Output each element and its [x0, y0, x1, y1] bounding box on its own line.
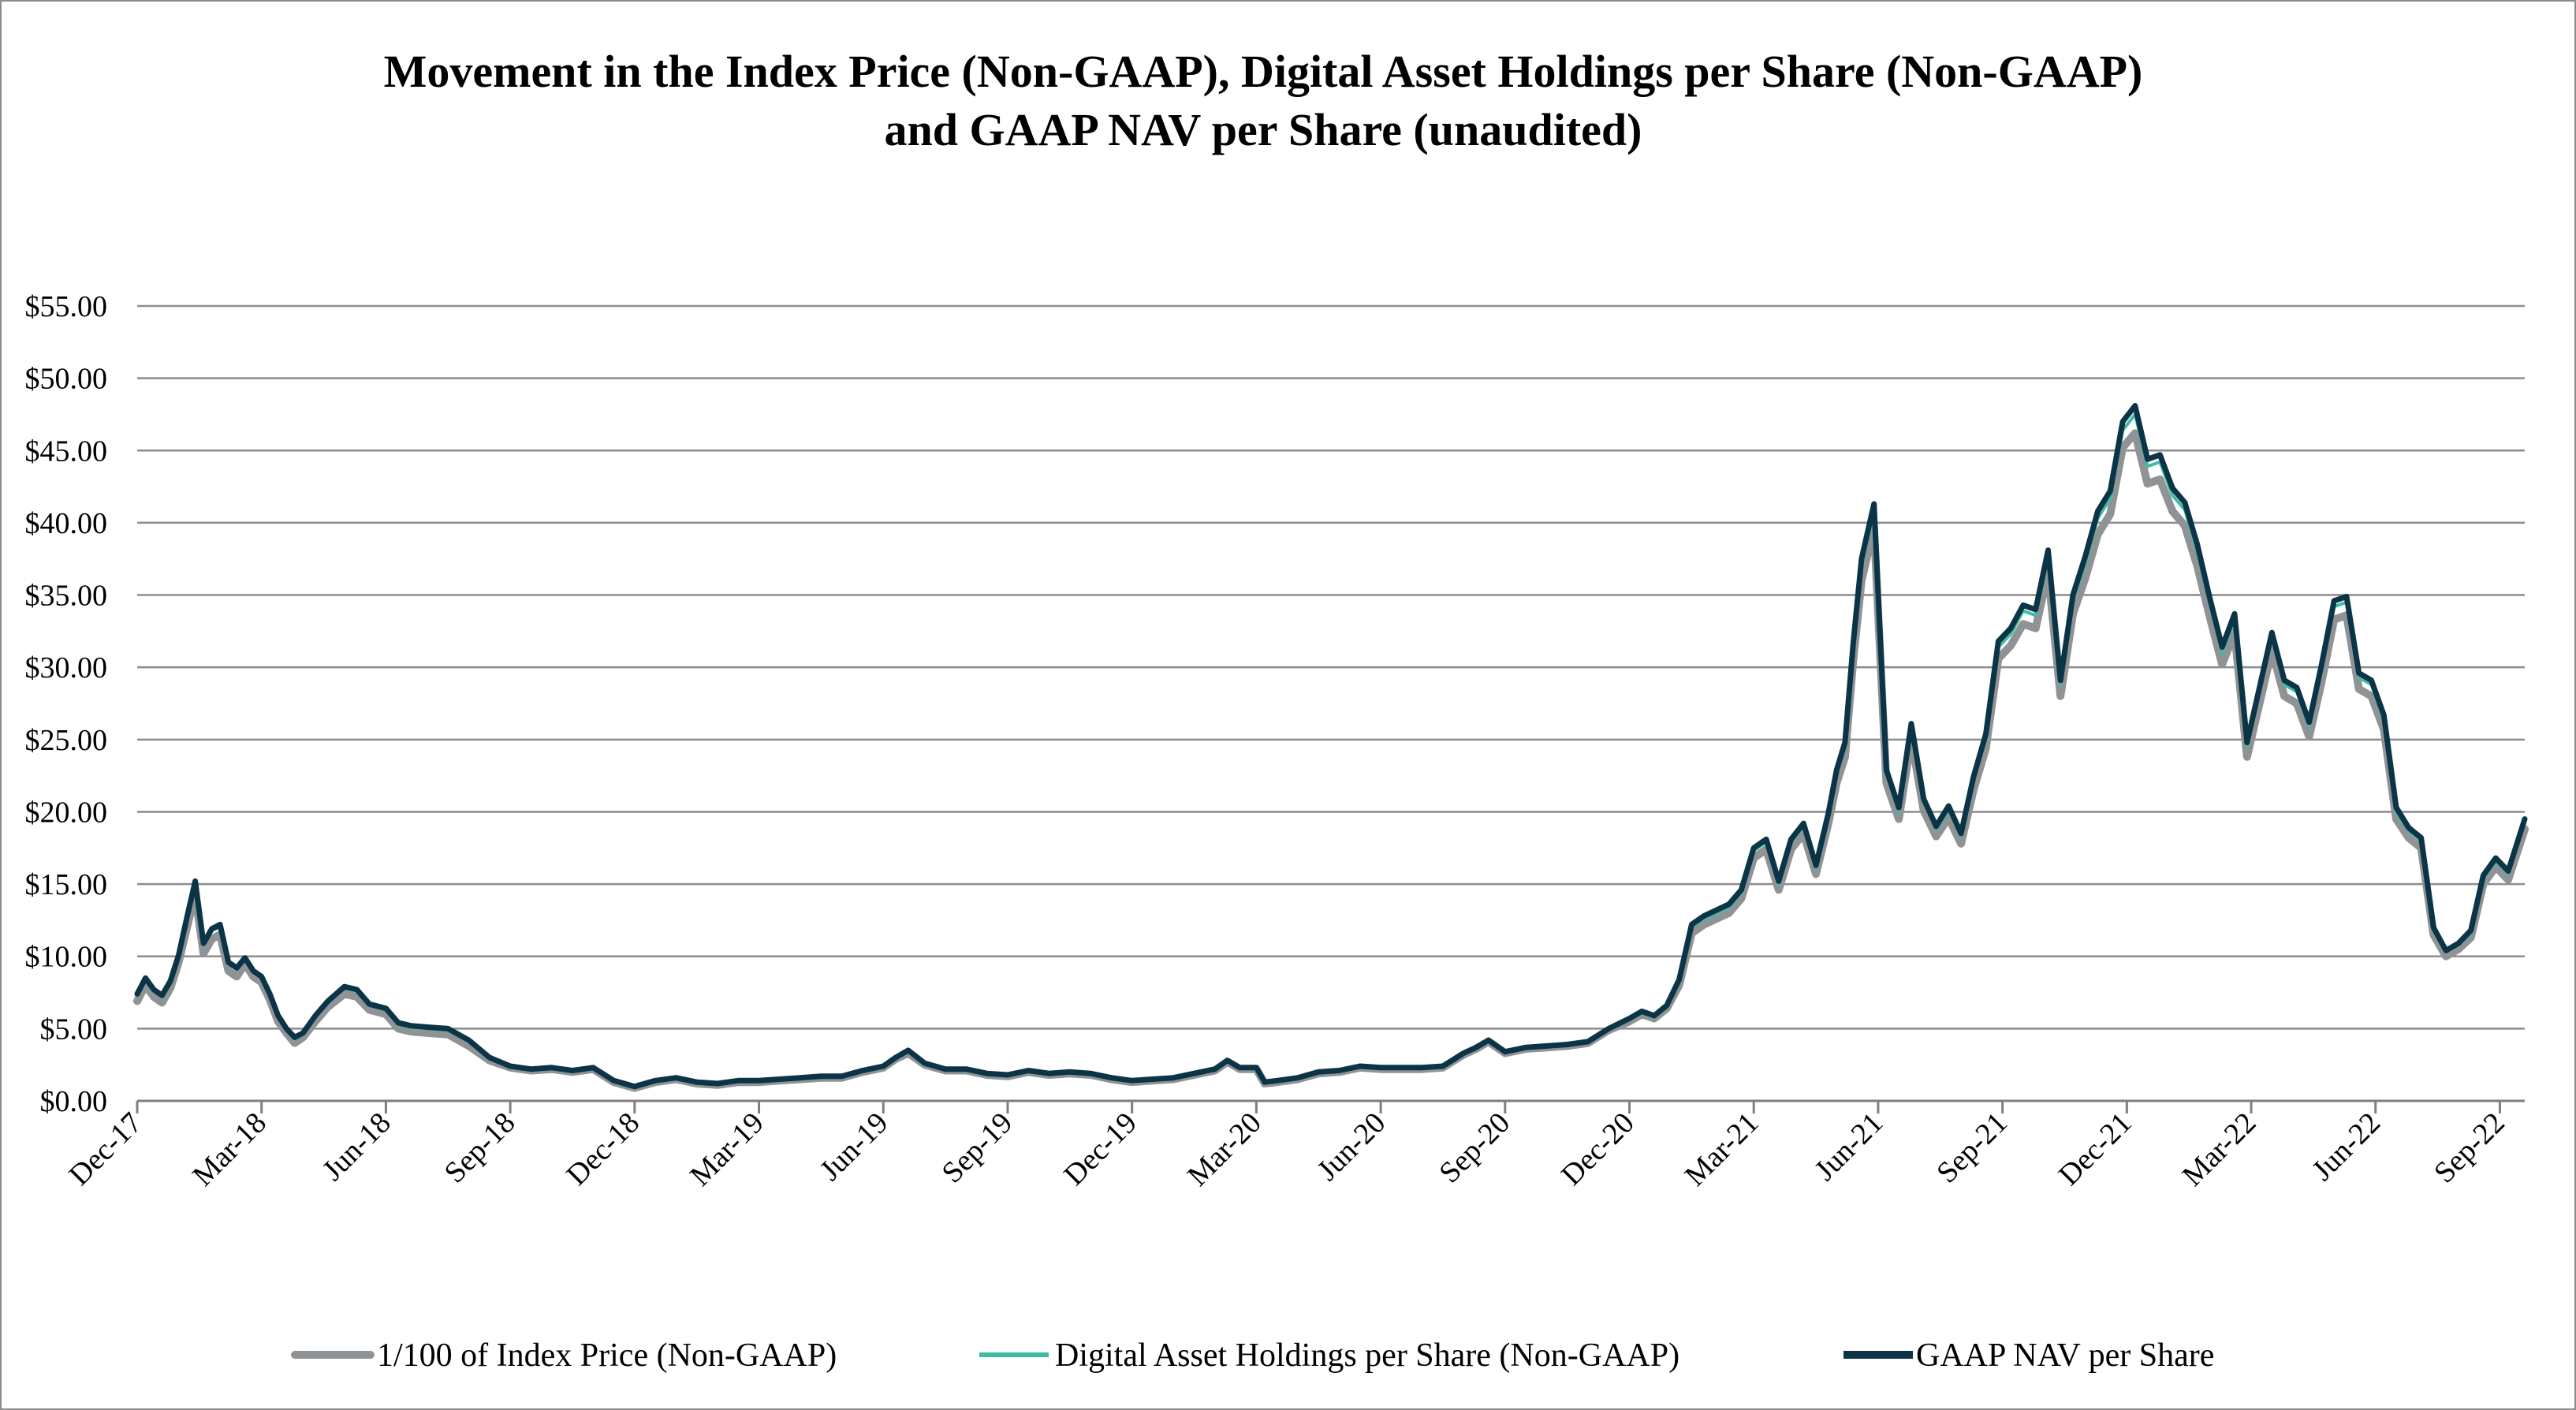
x-tick-label: Mar-19 — [684, 1106, 770, 1193]
x-tick-label: Sep-18 — [438, 1106, 522, 1190]
legend-label-gaap-nav: GAAP NAV per Share — [1916, 1337, 2214, 1374]
y-tick-label: $25.00 — [25, 724, 108, 757]
y-tick-label: $10.00 — [25, 941, 108, 974]
x-tick-label: Jun-20 — [1311, 1106, 1392, 1188]
x-tick-label: Dec-18 — [560, 1106, 646, 1192]
x-tick-label: Jun-21 — [1808, 1106, 1889, 1188]
y-tick-label: $50.00 — [25, 363, 108, 396]
y-gridlines — [137, 304, 2525, 1030]
y-tick-label: $45.00 — [25, 435, 108, 468]
x-tick-label: Jun-19 — [814, 1106, 895, 1188]
x-tick-label: Sep-22 — [2428, 1106, 2511, 1190]
x-tick-label: Mar-22 — [2176, 1106, 2263, 1193]
chart-title-line-2: and GAAP NAV per Share (unaudited) — [885, 104, 1642, 155]
y-tick-label: $5.00 — [40, 1013, 108, 1046]
x-tick-label: Sep-19 — [935, 1106, 1019, 1190]
y-tick-label: $30.00 — [25, 651, 108, 684]
chart-title-line-1: Movement in the Index Price (Non-GAAP), … — [384, 46, 2143, 97]
legend-label-digital-asset-holdings: Digital Asset Holdings per Share (Non-GA… — [1055, 1337, 1679, 1374]
series-line-index-price — [133, 429, 2529, 1092]
series-lines — [133, 403, 2529, 1092]
x-tick-label: Mar-20 — [1181, 1106, 1268, 1193]
y-tick-label: $20.00 — [25, 796, 108, 829]
x-tick-label: Dec-17 — [63, 1106, 149, 1192]
x-tick-label: Jun-22 — [2306, 1106, 2387, 1188]
x-tick-label: Mar-18 — [186, 1106, 273, 1193]
x-tick-label: Dec-20 — [1555, 1106, 1641, 1192]
y-tick-label: $0.00 — [40, 1085, 108, 1118]
x-tick-label: Dec-19 — [1057, 1106, 1143, 1192]
y-tick-label: $15.00 — [25, 868, 108, 901]
x-tick-label: Mar-21 — [1679, 1106, 1765, 1193]
x-axis-ticks: Dec-17 Mar-18 Jun-18 Sep-18 Dec-18 Mar-19 Jun-… — [63, 1101, 2511, 1192]
y-axis-tick-labels: $0.00 $5.00 $10.00 $15.00 $20.00 $25.00 $30.00… — [25, 290, 108, 1118]
y-tick-label: $35.00 — [25, 580, 108, 613]
y-tick-label: $55.00 — [25, 290, 108, 323]
y-tick-label: $40.00 — [25, 507, 108, 540]
legend: 1/100 of Index Price (Non-GAAP) Digital … — [291, 1337, 2214, 1374]
x-tick-label: Sep-21 — [1930, 1106, 2014, 1190]
series-line-digital-asset-holdings — [136, 412, 2526, 1088]
x-tick-label: Dec-21 — [2052, 1106, 2138, 1192]
series-line-gaap-nav — [134, 403, 2528, 1090]
x-tick-label: Jun-18 — [316, 1106, 397, 1188]
legend-label-index-price: 1/100 of Index Price (Non-GAAP) — [377, 1337, 837, 1374]
x-tick-label: Sep-20 — [1433, 1106, 1516, 1190]
